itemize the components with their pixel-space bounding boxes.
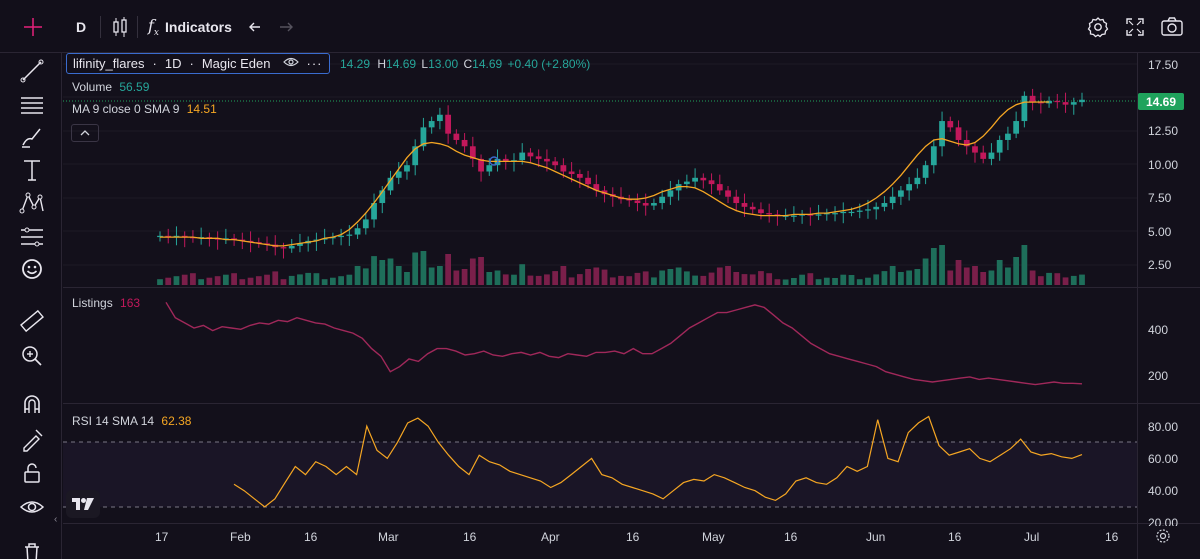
undo-icon[interactable] <box>248 14 266 40</box>
listings-label: Listings <box>72 296 113 310</box>
dot-separator: · <box>152 56 157 71</box>
trash-icon[interactable] <box>18 539 46 559</box>
open-value: 14.29 <box>340 57 371 71</box>
price-axis-label: 5.00 <box>1148 225 1172 239</box>
candle-style-icon[interactable] <box>111 14 129 40</box>
listings-legend[interactable]: Listings 163 <box>72 296 140 310</box>
chart-area[interactable] <box>63 53 1200 559</box>
ruler-icon[interactable] <box>18 307 46 335</box>
trend-line-icon[interactable] <box>18 57 46 85</box>
price-axis-label: 17.50 <box>1148 58 1179 72</box>
rsi-legend[interactable]: RSI 14 SMA 14 62.38 <box>72 414 191 428</box>
settings-gear-icon[interactable] <box>1087 14 1109 40</box>
time-axis-label: Apr <box>541 530 560 544</box>
price-axis[interactable] <box>1137 53 1200 559</box>
more-options-icon[interactable]: ··· <box>306 56 323 71</box>
redo-icon[interactable] <box>276 14 294 40</box>
pane-separator[interactable] <box>63 403 1200 404</box>
symbol-legend[interactable]: lifinity_flares · 1D · Magic Eden ··· <box>66 53 330 74</box>
emoji-icon[interactable] <box>18 255 46 283</box>
chevron-up-icon <box>80 130 90 136</box>
collapse-toolbar-arrow-icon[interactable]: ‹ <box>54 514 58 525</box>
current-price-tag: 14.69 <box>1138 93 1184 110</box>
pane-separator[interactable] <box>63 287 1200 288</box>
exchange-name: Magic Eden <box>201 56 271 71</box>
pane-separator <box>63 523 1200 524</box>
time-axis-label: 16 <box>304 530 318 544</box>
rsi-axis-label: 20.00 <box>1148 516 1179 526</box>
rsi-axis-label: 80.00 <box>1148 420 1179 434</box>
lock-icon[interactable] <box>18 459 46 487</box>
time-axis-label: Jul <box>1024 530 1040 544</box>
fullscreen-icon[interactable] <box>1125 14 1145 40</box>
indicators-label: Indicators <box>165 19 232 35</box>
listings-axis-label: 400 <box>1148 323 1169 337</box>
listings-axis-label: 200 <box>1148 369 1169 383</box>
pattern-icon[interactable] <box>18 189 46 217</box>
brush-icon[interactable] <box>18 123 46 151</box>
high-value: 14.69 <box>386 57 417 71</box>
magnet-icon[interactable] <box>18 391 46 419</box>
time-axis-label: 16 <box>1105 530 1119 544</box>
drawing-toolbar <box>0 53 62 559</box>
price-axis-label: 7.50 <box>1148 191 1172 205</box>
time-axis-label: May <box>702 530 725 544</box>
tradingview-logo[interactable] <box>66 490 100 518</box>
horizontal-lines-icon[interactable] <box>18 90 46 118</box>
high-label: H <box>377 57 387 71</box>
eye-icon[interactable] <box>18 493 46 521</box>
ma-label: MA 9 close 0 SMA 9 <box>72 102 180 116</box>
fx-icon: fx <box>148 15 159 39</box>
time-axis-label: 16 <box>784 530 798 544</box>
symbol-name: lifinity_flares <box>73 56 145 71</box>
price-axis-label: 12.50 <box>1148 124 1179 138</box>
timeframe: 1D <box>164 56 182 71</box>
time-axis-label: 16 <box>463 530 477 544</box>
toolbar-divider <box>137 16 138 38</box>
low-label: L <box>421 57 429 71</box>
zoom-in-icon[interactable] <box>18 342 46 370</box>
rsi-axis-label: 40.00 <box>1148 484 1179 498</box>
close-label: C <box>463 57 473 71</box>
volume-label: Volume <box>72 80 113 94</box>
time-axis-label: 16 <box>948 530 962 544</box>
volume-value: 56.59 <box>119 80 150 94</box>
volume-legend[interactable]: Volume 56.59 <box>72 80 149 94</box>
fib-tool-icon[interactable] <box>18 222 46 250</box>
crosshair-icon[interactable] <box>22 14 46 40</box>
lock-pencil-icon[interactable] <box>18 426 46 454</box>
collapse-legend-button[interactable] <box>71 124 99 142</box>
ma-legend[interactable]: MA 9 close 0 SMA 9 14.51 <box>72 102 217 116</box>
top-toolbar: D fx Indicators <box>0 0 1200 53</box>
indicators-button[interactable]: fx Indicators <box>148 14 232 40</box>
close-value: 14.69 <box>472 57 503 71</box>
ma-value: 14.51 <box>186 102 217 116</box>
eye-visibility-icon[interactable] <box>282 56 299 71</box>
screenshot-camera-icon[interactable] <box>1160 14 1184 40</box>
change-value: +0.40 (+2.80%) <box>507 57 591 71</box>
rsi-label: RSI 14 SMA 14 <box>72 414 155 428</box>
dot-separator: · <box>189 56 194 71</box>
rsi-axis-label: 60.00 <box>1148 452 1179 466</box>
price-axis-label: 2.50 <box>1148 258 1172 272</box>
rsi-value: 62.38 <box>161 414 192 428</box>
toolbar-divider <box>100 16 101 38</box>
interval-button[interactable]: D <box>76 19 87 35</box>
listings-value: 163 <box>120 296 141 310</box>
low-value: 13.00 <box>428 57 459 71</box>
ohlc-values: 14.29 H14.69 L13.00 C14.69 +0.40 (+2.80%… <box>340 57 590 71</box>
time-axis-label: Feb <box>230 530 251 544</box>
time-axis-label: 17 <box>155 530 169 544</box>
text-tool-icon[interactable] <box>18 156 46 184</box>
time-axis-label: Mar <box>378 530 399 544</box>
axis-settings-gear-icon[interactable] <box>1155 528 1171 549</box>
price-axis-label: 10.00 <box>1148 158 1179 172</box>
time-axis-label: 16 <box>626 530 640 544</box>
time-axis-label: Jun <box>866 530 886 544</box>
